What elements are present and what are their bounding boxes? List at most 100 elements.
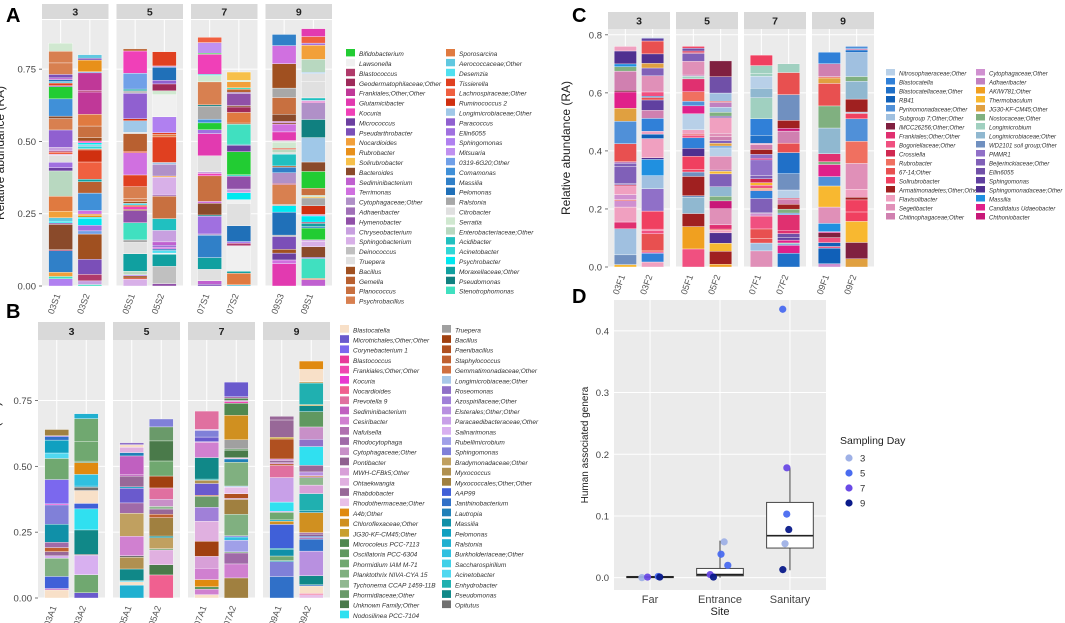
bar-segment (818, 164, 841, 177)
bar-segment (122, 222, 148, 241)
bar-segment (299, 465, 324, 473)
bar-segment (777, 142, 800, 153)
bar-segment (77, 90, 103, 93)
bar-segment (197, 42, 222, 54)
bar-segment (152, 80, 177, 85)
bar-segment (301, 44, 326, 60)
bar-segment (301, 258, 326, 279)
legend-swatch (340, 447, 349, 456)
bar-segment (682, 91, 705, 102)
bar-segment (48, 50, 73, 64)
legend-item-label: Enterobacteriaceae;Other (459, 229, 534, 236)
bar-segment (197, 122, 222, 130)
bar-segment (709, 230, 732, 234)
legend-item-label: Stenotrophomonas (459, 289, 515, 296)
bar-segment (77, 137, 103, 142)
bar-segment (709, 171, 732, 175)
y-tick-label: 0.6 (589, 88, 602, 99)
bar-segment (301, 28, 326, 37)
legend-item-label: Sphingomonas (455, 450, 499, 457)
bar-segment (845, 76, 868, 82)
bar-segment (271, 122, 297, 125)
bar-segment (301, 119, 326, 138)
bar-segment (271, 141, 297, 149)
bar-segment (194, 483, 219, 496)
legend-swatch (886, 186, 895, 193)
bar-segment (614, 161, 637, 164)
legend-swatch (346, 118, 355, 126)
bar-segment (750, 158, 773, 161)
bar-segment (74, 592, 99, 599)
data-point (781, 540, 789, 548)
bar-segment (614, 194, 637, 200)
legend-swatch (346, 108, 355, 116)
bar-segment (641, 251, 664, 254)
bar-segment (119, 487, 144, 504)
bar-segment (44, 589, 69, 599)
bar-segment (194, 586, 219, 590)
bar-segment (194, 496, 219, 508)
bar-segment (299, 411, 324, 428)
bar-segment (750, 189, 773, 191)
y-tick-label: 0.4 (596, 326, 609, 337)
bar-segment (77, 145, 103, 149)
bar-segment (818, 127, 841, 154)
bar-segment (119, 536, 144, 556)
bar-segment (614, 90, 637, 93)
legend-item-label: RB41 (899, 98, 914, 104)
bar-segment (48, 250, 73, 273)
legend-swatch (340, 467, 349, 476)
bar-segment (226, 203, 252, 226)
bar-segment (197, 280, 222, 285)
bar-segment (74, 460, 99, 463)
facet-label: 3 (69, 326, 75, 338)
bar-segment (119, 455, 144, 475)
legend-swatch (340, 427, 349, 435)
bar-segment (48, 162, 73, 168)
bar-segment (149, 564, 174, 576)
bar-segment (750, 178, 773, 183)
legend-swatch (446, 237, 455, 245)
panel-d: D 0.0 0.1 0.2 0.3 0.4 Far Entrance Sanitary Site H… (572, 286, 906, 618)
legend-swatch (886, 105, 895, 112)
bar-segment (301, 197, 326, 206)
legend-item-label: Sediminibacterium (353, 409, 407, 416)
bar-segment (271, 211, 297, 236)
legend-item-label: Segetibacter (899, 206, 934, 212)
bar-segment (301, 239, 326, 242)
legend-item-label: Longimicrobiaceae;Other (459, 111, 532, 118)
bar-segment (197, 175, 222, 202)
bar-segment (269, 524, 294, 549)
x-tick-label: 05S1 (120, 292, 137, 315)
bar-segment (777, 230, 800, 234)
bar-segment (77, 161, 103, 180)
legend-swatch (446, 266, 455, 275)
bar-segment (48, 82, 73, 86)
bar-segment (301, 246, 326, 258)
data-point (720, 538, 728, 546)
bar-segment (224, 563, 249, 579)
legend-swatch (442, 600, 451, 609)
legend-swatch (886, 177, 895, 184)
bar-segment (44, 542, 69, 548)
legend-item-label: Aerococcaceae;Other (458, 61, 523, 68)
legend-item-label: Frankiales;Other;Other (353, 368, 420, 375)
legend-item-label: Rubrobacter (899, 161, 933, 167)
bar-segment (614, 121, 637, 144)
bar-segment (271, 205, 297, 213)
legend-item-label: Rubrobacter (359, 150, 396, 157)
bar-segment (77, 215, 103, 218)
bar-segment (299, 594, 324, 599)
legend-item-label: Nostocaceae;Other (989, 116, 1042, 122)
bar-segment (77, 54, 103, 59)
y-tick-label: 0.3 (596, 388, 609, 399)
legend-item-label: Cytophagaceae;Other (353, 450, 417, 457)
legend-item-label: Nafulsella (353, 429, 382, 436)
bar-segment (750, 149, 773, 155)
data-point (638, 574, 646, 582)
legend-item-label: Massilia (459, 180, 483, 187)
bar-segment (301, 73, 326, 82)
bar-segment (226, 106, 252, 113)
bar-segment (152, 132, 177, 135)
bar-segment (845, 48, 868, 51)
